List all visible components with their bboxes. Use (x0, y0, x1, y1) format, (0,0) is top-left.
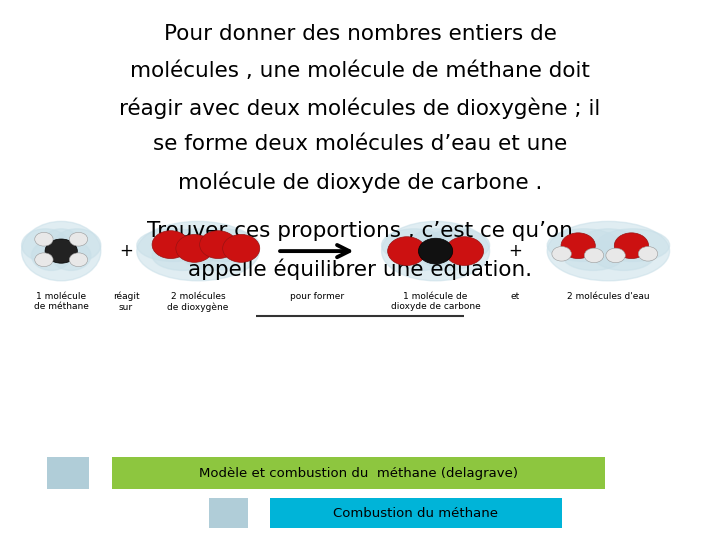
Text: Modèle et combustion du  méthane (delagrave): Modèle et combustion du méthane (delagra… (199, 467, 518, 480)
Ellipse shape (43, 229, 79, 255)
Text: 1 molécule
de méthane: 1 molécule de méthane (34, 292, 89, 311)
Text: réagit
sur: réagit sur (113, 292, 139, 312)
Ellipse shape (581, 229, 636, 255)
Circle shape (176, 234, 213, 262)
Text: +: + (508, 242, 522, 260)
Circle shape (35, 232, 53, 246)
Circle shape (445, 237, 484, 266)
Ellipse shape (547, 229, 621, 261)
Text: appelle équilibrer une équation.: appelle équilibrer une équation. (188, 258, 532, 280)
Ellipse shape (395, 241, 449, 271)
Text: Combustion du méthane: Combustion du méthane (333, 507, 498, 520)
Bar (209, 498, 248, 528)
Text: Trouver ces proportions , c’est ce qu’on: Trouver ces proportions , c’est ce qu’on (147, 221, 573, 241)
Circle shape (638, 246, 658, 261)
Ellipse shape (22, 221, 101, 281)
Ellipse shape (137, 221, 259, 281)
Ellipse shape (183, 241, 244, 271)
Bar (270, 498, 562, 528)
Ellipse shape (425, 229, 490, 261)
Text: 1 molécule de
dioxyde de carbone: 1 molécule de dioxyde de carbone (391, 292, 480, 311)
Circle shape (152, 231, 189, 259)
Ellipse shape (137, 229, 210, 261)
Ellipse shape (422, 241, 476, 271)
Text: molécule de dioxyde de carbone .: molécule de dioxyde de carbone . (178, 171, 542, 193)
Circle shape (45, 239, 77, 263)
Circle shape (387, 237, 426, 266)
Circle shape (614, 233, 649, 259)
Text: se forme deux molécules d’eau et une: se forme deux molécules d’eau et une (153, 134, 567, 154)
Text: pour former: pour former (289, 292, 344, 301)
Text: 2 molécules d'eau: 2 molécules d'eau (567, 292, 649, 301)
Circle shape (552, 246, 572, 261)
Ellipse shape (593, 241, 654, 271)
Circle shape (418, 238, 453, 264)
Text: 2 molécules
de dioxygène: 2 molécules de dioxygène (167, 292, 229, 312)
Ellipse shape (547, 221, 670, 281)
Ellipse shape (22, 229, 69, 261)
Text: réagir avec deux molécules de dioxygène ; il: réagir avec deux molécules de dioxygène … (120, 98, 600, 119)
Text: et: et (510, 292, 519, 301)
Ellipse shape (562, 241, 624, 271)
Ellipse shape (51, 241, 91, 271)
Circle shape (69, 253, 88, 267)
Text: Pour donner des nombres entiers de: Pour donner des nombres entiers de (163, 24, 557, 44)
Circle shape (199, 231, 237, 259)
Ellipse shape (596, 229, 670, 261)
Ellipse shape (152, 241, 213, 271)
Bar (112, 457, 605, 489)
Ellipse shape (32, 241, 71, 271)
Text: +: + (119, 242, 133, 260)
Bar (47, 457, 89, 489)
Text: molécules , une molécule de méthane doit: molécules , une molécule de méthane doit (130, 61, 590, 81)
Circle shape (561, 233, 595, 259)
Ellipse shape (171, 229, 225, 255)
Ellipse shape (53, 229, 101, 261)
Circle shape (35, 253, 53, 267)
Ellipse shape (186, 229, 259, 261)
Circle shape (222, 234, 260, 262)
Ellipse shape (382, 221, 490, 281)
Circle shape (69, 232, 88, 246)
Ellipse shape (382, 229, 446, 261)
Circle shape (585, 248, 603, 262)
Circle shape (606, 248, 625, 262)
Ellipse shape (411, 229, 460, 255)
